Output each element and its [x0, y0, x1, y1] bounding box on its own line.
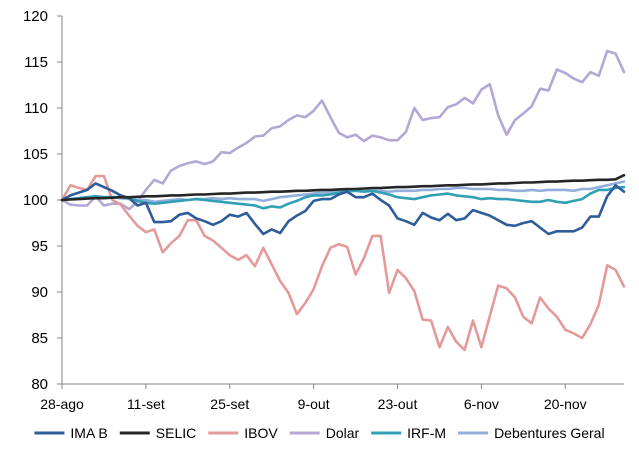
series-line-irf-m [60, 185, 626, 210]
y-tick-label: 80 [31, 376, 48, 393]
legend: IMA B SELIC IBOV Dolar IRF-M Debentures Geral [34, 425, 605, 441]
y-tick-label: 110 [24, 100, 48, 117]
y-tick-label: 100 [23, 192, 48, 209]
legend-item: IBOV [208, 425, 278, 441]
x-tick-label: 6-nov [464, 396, 499, 412]
axes: 80 85 90 95 100 105 110 115 120 28-ago 11-set 25-se… [23, 8, 624, 412]
y-tick-label: 115 [24, 54, 48, 71]
legend-label: Dolar [326, 425, 360, 441]
x-tick-label: 25-set [210, 396, 249, 412]
legend-label: IMA B [70, 425, 107, 441]
x-tick-label: 23-out [378, 396, 418, 412]
x-tick-label: 11-set [127, 396, 165, 412]
legend-item: Debentures Geral [458, 425, 605, 441]
legend-label: SELIC [156, 425, 196, 441]
y-tick-label: 105 [23, 146, 48, 163]
y-tick-label: 95 [31, 238, 48, 255]
y-tick-label: 120 [23, 8, 48, 25]
y-tick-label: 90 [31, 284, 48, 301]
series-line-selic [60, 173, 626, 202]
legend-item: IMA B [34, 425, 108, 441]
series-line-ima-b [60, 182, 626, 236]
x-tick-label: 20-nov [544, 396, 587, 412]
legend-label: IBOV [244, 425, 278, 441]
legend-item: Dolar [289, 425, 360, 441]
legend-label: IRF-M [407, 425, 446, 441]
series-line-ibov [60, 174, 626, 352]
legend-item: IRF-M [371, 425, 446, 441]
legend-item: SELIC [119, 425, 196, 441]
x-tick-label: 28-ago [40, 396, 84, 412]
x-tick-label: 9-out [298, 396, 330, 412]
series-lines [60, 49, 626, 352]
y-tick-label: 85 [31, 330, 48, 347]
legend-label: Debentures Geral [494, 425, 605, 441]
series-line-dolar [60, 49, 626, 211]
